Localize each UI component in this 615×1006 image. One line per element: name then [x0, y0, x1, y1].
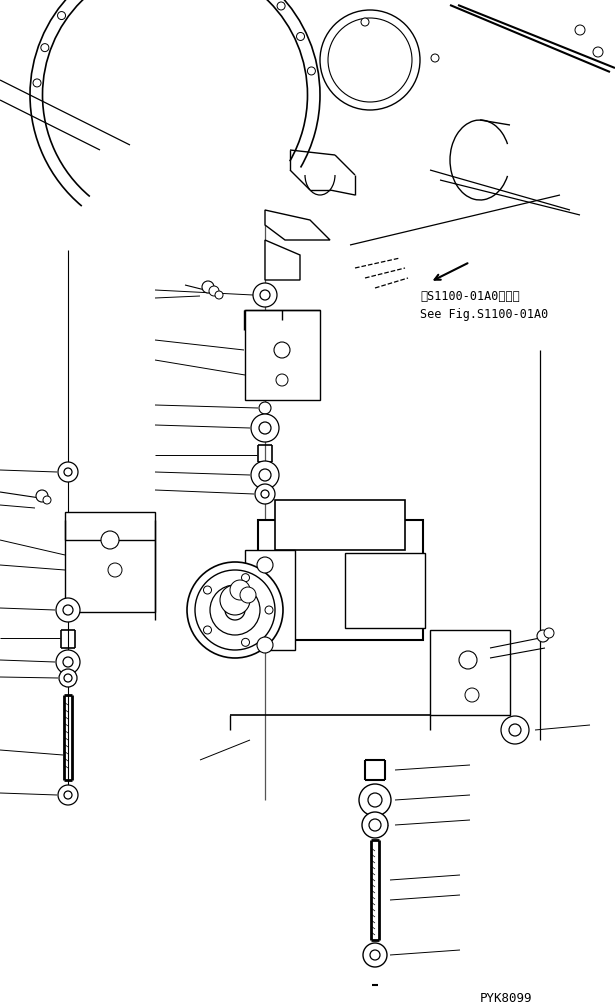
Text: PYK8099: PYK8099 [480, 992, 533, 1005]
Circle shape [544, 628, 554, 638]
Circle shape [276, 374, 288, 386]
Circle shape [242, 573, 250, 581]
Bar [345, 552, 425, 628]
Bar [245, 550, 295, 650]
Circle shape [56, 650, 80, 674]
Circle shape [220, 585, 250, 615]
Circle shape [33, 78, 41, 87]
Circle shape [274, 342, 290, 358]
Circle shape [328, 18, 412, 102]
Circle shape [58, 462, 78, 482]
Circle shape [260, 290, 270, 300]
Circle shape [63, 657, 73, 667]
Circle shape [240, 586, 256, 603]
Circle shape [361, 18, 369, 26]
Circle shape [215, 291, 223, 299]
Circle shape [58, 785, 78, 805]
Circle shape [36, 490, 48, 502]
Circle shape [370, 950, 380, 960]
Circle shape [363, 943, 387, 967]
Circle shape [230, 580, 250, 600]
Circle shape [242, 639, 250, 646]
Circle shape [64, 674, 72, 682]
Text: See Fig.S1100-01A0: See Fig.S1100-01A0 [420, 308, 548, 321]
Circle shape [537, 630, 549, 642]
Circle shape [593, 47, 603, 57]
Circle shape [251, 414, 279, 442]
Circle shape [459, 651, 477, 669]
Bar [258, 520, 423, 640]
Circle shape [251, 461, 279, 489]
Circle shape [204, 626, 212, 634]
Circle shape [308, 67, 315, 75]
Circle shape [259, 402, 271, 414]
Circle shape [255, 484, 275, 504]
Circle shape [575, 25, 585, 35]
Circle shape [257, 637, 273, 653]
Circle shape [501, 716, 529, 744]
Circle shape [465, 688, 479, 702]
Circle shape [187, 562, 283, 658]
Circle shape [64, 791, 72, 799]
Circle shape [359, 784, 391, 816]
Circle shape [204, 586, 212, 594]
Circle shape [362, 812, 388, 838]
Circle shape [277, 2, 285, 10]
Polygon shape [265, 210, 330, 240]
Circle shape [63, 605, 73, 615]
Text: 第S1100-01A0図参照: 第S1100-01A0図参照 [420, 290, 520, 303]
Circle shape [101, 531, 119, 549]
Circle shape [296, 32, 304, 40]
Circle shape [210, 585, 260, 635]
Circle shape [225, 600, 245, 620]
Polygon shape [265, 240, 300, 280]
Circle shape [253, 283, 277, 307]
Circle shape [59, 669, 77, 687]
Bar [275, 500, 405, 550]
Circle shape [108, 563, 122, 577]
Circle shape [58, 11, 66, 19]
Circle shape [368, 793, 382, 807]
Circle shape [265, 606, 273, 614]
Circle shape [209, 286, 219, 296]
Circle shape [259, 422, 271, 434]
Circle shape [261, 490, 269, 498]
Bar [245, 310, 320, 400]
Circle shape [257, 557, 273, 573]
Circle shape [320, 10, 420, 110]
Circle shape [195, 570, 275, 650]
Circle shape [43, 496, 51, 504]
Circle shape [259, 469, 271, 481]
Circle shape [64, 468, 72, 476]
Bar [65, 512, 155, 612]
Circle shape [41, 43, 49, 51]
Circle shape [509, 724, 521, 736]
Circle shape [431, 54, 439, 62]
Circle shape [56, 598, 80, 622]
Bar [430, 630, 510, 714]
Circle shape [202, 281, 214, 293]
Circle shape [369, 819, 381, 831]
